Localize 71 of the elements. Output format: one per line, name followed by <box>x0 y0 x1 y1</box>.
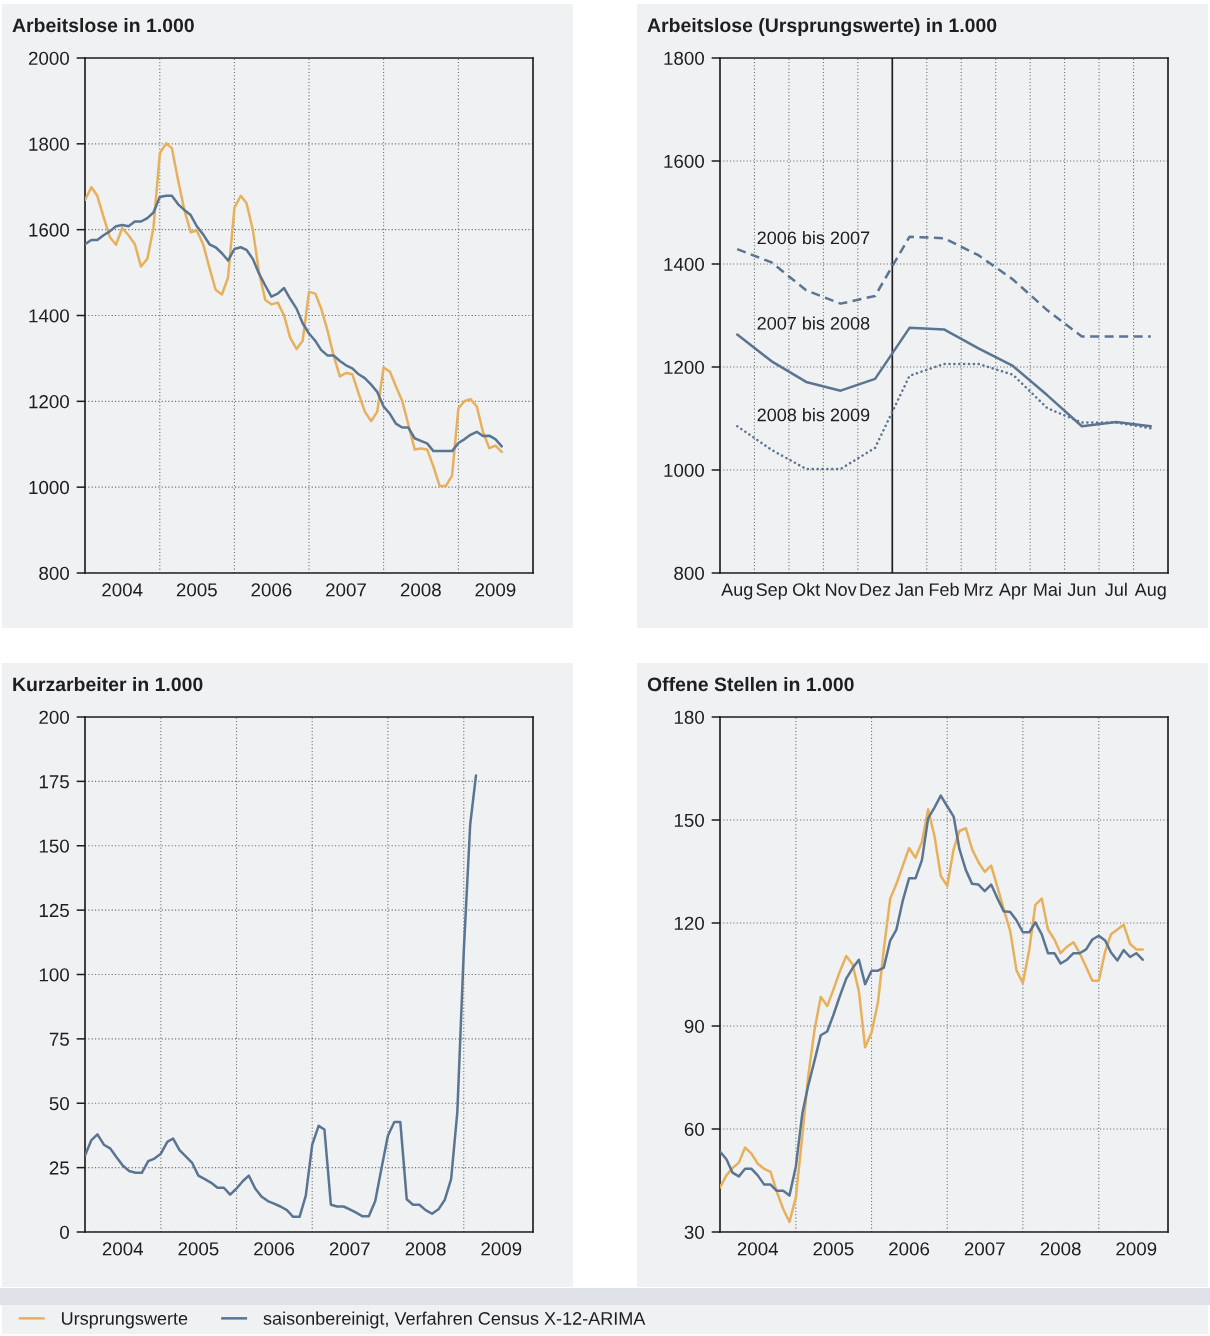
x-tick-label: 2004 <box>737 1242 779 1256</box>
x-tick-label: Apr <box>998 583 1027 600</box>
line-series <box>85 774 478 1219</box>
x-tick-label: 2009 <box>1116 1242 1157 1256</box>
x-tick-label: 2007 <box>964 1242 1005 1256</box>
x-tick-label: 2008 <box>1040 1242 1081 1256</box>
y-tick-label: 150 <box>39 839 69 853</box>
x-tick-label: Feb <box>929 582 959 596</box>
y-tick-label: 1200 <box>664 360 704 374</box>
y-tick-label: 1600 <box>664 154 704 168</box>
y-tick-label: 1200 <box>29 395 69 409</box>
x-tick-label: 2006 <box>889 1242 930 1256</box>
y-tick-label: 0 <box>60 1225 69 1239</box>
y-tick-label: 1800 <box>664 51 704 65</box>
x-tick-label: 2005 <box>176 583 217 597</box>
series-label: 2006 bis 2007 <box>757 230 870 245</box>
x-tick-label: 2006 <box>251 583 292 597</box>
y-tick-label: 120 <box>674 916 704 930</box>
x-tick-label: 2008 <box>400 583 441 597</box>
x-tick-label: 2007 <box>326 583 366 597</box>
y-tick-label: 150 <box>674 813 704 827</box>
x-tick-label: Jan <box>895 583 923 596</box>
x-tick-label: 2004 <box>102 583 143 597</box>
x-tick-label: 2005 <box>178 1242 219 1256</box>
x-tick-label: 2008 <box>405 1242 446 1256</box>
line-series <box>85 194 503 453</box>
chart-title: Arbeitslose (Ursprungswerte) in 1.000 <box>647 17 997 37</box>
y-tick-label: 1800 <box>29 137 69 151</box>
x-tick-label: 2009 <box>481 1242 522 1256</box>
y-tick-label: 60 <box>684 1122 704 1136</box>
x-tick-label: 2005 <box>813 1242 854 1256</box>
x-tick-label: Okt <box>792 582 821 596</box>
chart-title: Arbeitslose in 1.000 <box>12 17 194 33</box>
y-tick-label: 125 <box>39 903 69 918</box>
line-series <box>85 142 503 488</box>
y-tick-label: 30 <box>684 1225 704 1239</box>
y-tick-label: 100 <box>39 968 69 982</box>
y-tick-label: 90 <box>684 1019 704 1033</box>
y-tick-label: 25 <box>49 1161 69 1175</box>
x-tick-label: Mrz <box>964 583 993 596</box>
y-tick-label: 1400 <box>29 309 69 323</box>
chart-title: Kurzarbeiter in 1.000 <box>13 676 203 692</box>
y-tick-label: 1600 <box>29 223 69 237</box>
y-tick-label: 75 <box>49 1032 69 1046</box>
x-tick-label: Aug <box>721 583 753 600</box>
series-label: 2008 bis 2009 <box>757 408 870 422</box>
x-tick-label: Jul <box>1105 582 1127 596</box>
x-tick-label: Mai <box>1034 582 1061 596</box>
y-tick-label: 50 <box>49 1096 69 1111</box>
x-tick-label: 2007 <box>329 1242 370 1256</box>
legend-label: Ursprungswerte <box>62 1312 188 1329</box>
x-tick-label: 2004 <box>102 1242 144 1256</box>
y-tick-label: 1400 <box>664 257 704 271</box>
y-tick-label: 1000 <box>29 480 69 495</box>
y-tick-label: 800 <box>674 566 704 580</box>
x-tick-label: Aug <box>1134 583 1166 600</box>
y-tick-label: 200 <box>39 710 69 724</box>
chart-title: Offene Stellen in 1.000 <box>647 676 854 692</box>
x-tick-label: Sep <box>756 583 787 600</box>
y-tick-label: 1000 <box>664 463 704 477</box>
y-tick-label: 180 <box>674 710 704 724</box>
legend-label: saisonbereinigt, Verfahren Census X-12-ARIMA <box>263 1311 646 1329</box>
y-tick-label: 800 <box>39 566 69 580</box>
y-tick-label: 175 <box>39 775 69 789</box>
x-tick-label: Nov <box>826 583 857 596</box>
x-tick-label: 2006 <box>254 1242 295 1256</box>
x-tick-label: Dez <box>860 583 891 596</box>
series-label: 2007 bis 2008 <box>757 316 870 330</box>
x-tick-label: 2009 <box>475 583 516 597</box>
y-tick-label: 2000 <box>28 51 69 65</box>
x-tick-label: Jun <box>1067 583 1096 596</box>
